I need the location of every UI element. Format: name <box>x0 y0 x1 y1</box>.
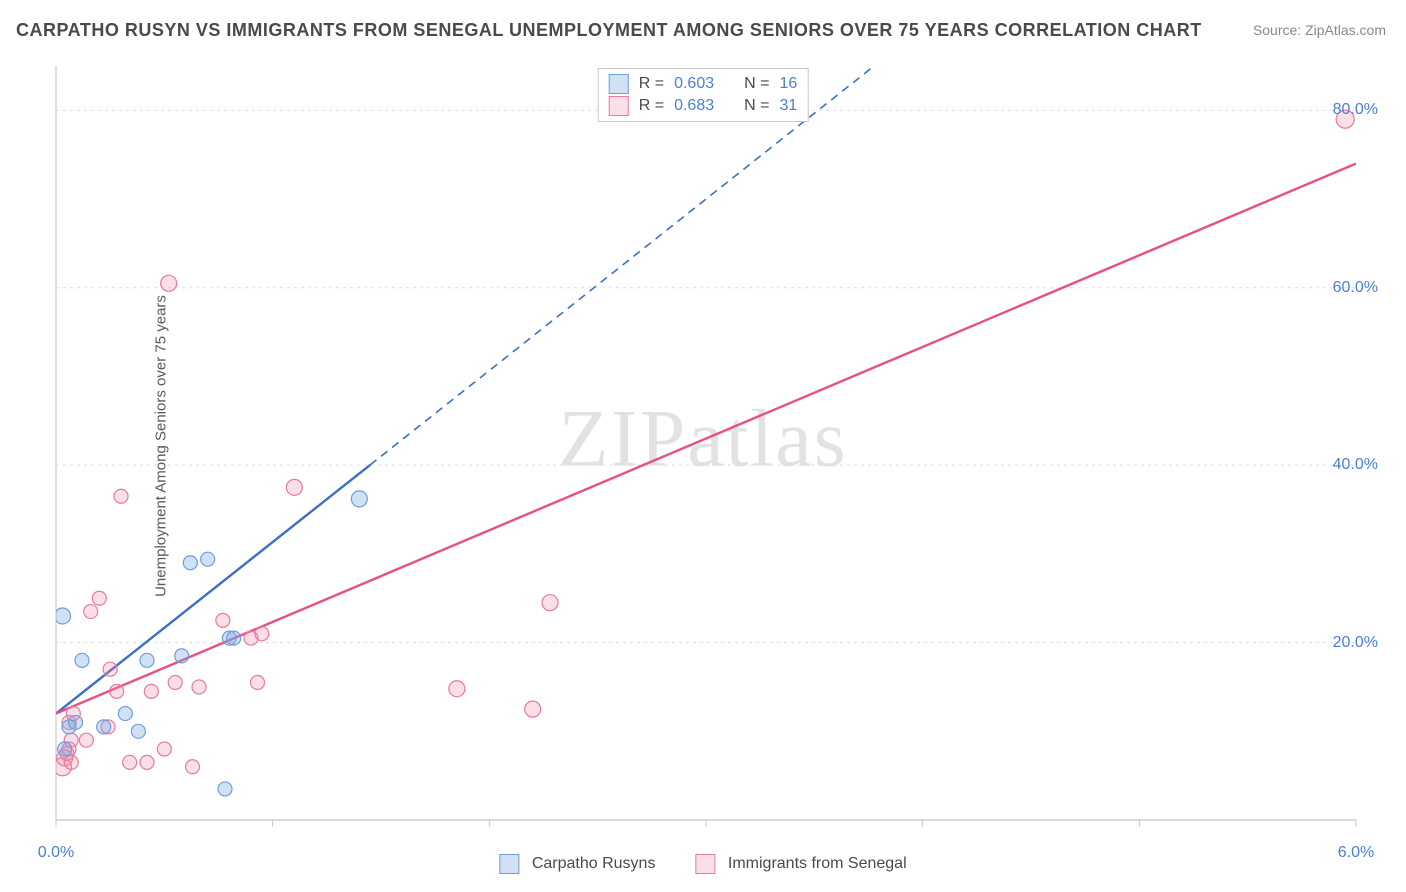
series-label: Carpatho Rusyns <box>532 855 656 872</box>
r-label: R = <box>639 95 664 117</box>
scatter-chart <box>50 60 1386 850</box>
series-legend-item: Carpatho Rusyns <box>499 854 655 874</box>
r-value: 0.683 <box>674 95 714 117</box>
y-tick-label: 20.0% <box>1333 634 1378 652</box>
legend-swatch-blue <box>499 854 519 874</box>
y-tick-label: 40.0% <box>1333 456 1378 474</box>
series-label: Immigrants from Senegal <box>728 855 907 872</box>
y-tick-label: 60.0% <box>1333 279 1378 297</box>
chart-title: CARPATHO RUSYN VS IMMIGRANTS FROM SENEGA… <box>16 20 1202 41</box>
correlation-legend: R = 0.603 N = 16 R = 0.683 N = 31 <box>598 68 809 122</box>
legend-swatch-blue <box>609 74 629 94</box>
chart-container: CARPATHO RUSYN VS IMMIGRANTS FROM SENEGA… <box>0 0 1406 892</box>
legend-swatch-pink <box>695 854 715 874</box>
series-legend: Carpatho Rusyns Immigrants from Senegal <box>499 854 906 874</box>
r-value: 0.603 <box>674 73 714 95</box>
n-value: 16 <box>779 73 797 95</box>
x-tick-label: 0.0% <box>38 844 74 862</box>
r-label: R = <box>639 73 664 95</box>
correlation-legend-row: R = 0.683 N = 31 <box>609 95 798 117</box>
series-legend-item: Immigrants from Senegal <box>695 854 906 874</box>
y-tick-label: 80.0% <box>1333 101 1378 119</box>
n-label: N = <box>744 73 769 95</box>
n-label: N = <box>744 95 769 117</box>
source-label: Source: ZipAtlas.com <box>1253 22 1386 38</box>
correlation-legend-row: R = 0.603 N = 16 <box>609 73 798 95</box>
n-value: 31 <box>779 95 797 117</box>
legend-swatch-pink <box>609 96 629 116</box>
x-tick-label: 6.0% <box>1338 844 1374 862</box>
